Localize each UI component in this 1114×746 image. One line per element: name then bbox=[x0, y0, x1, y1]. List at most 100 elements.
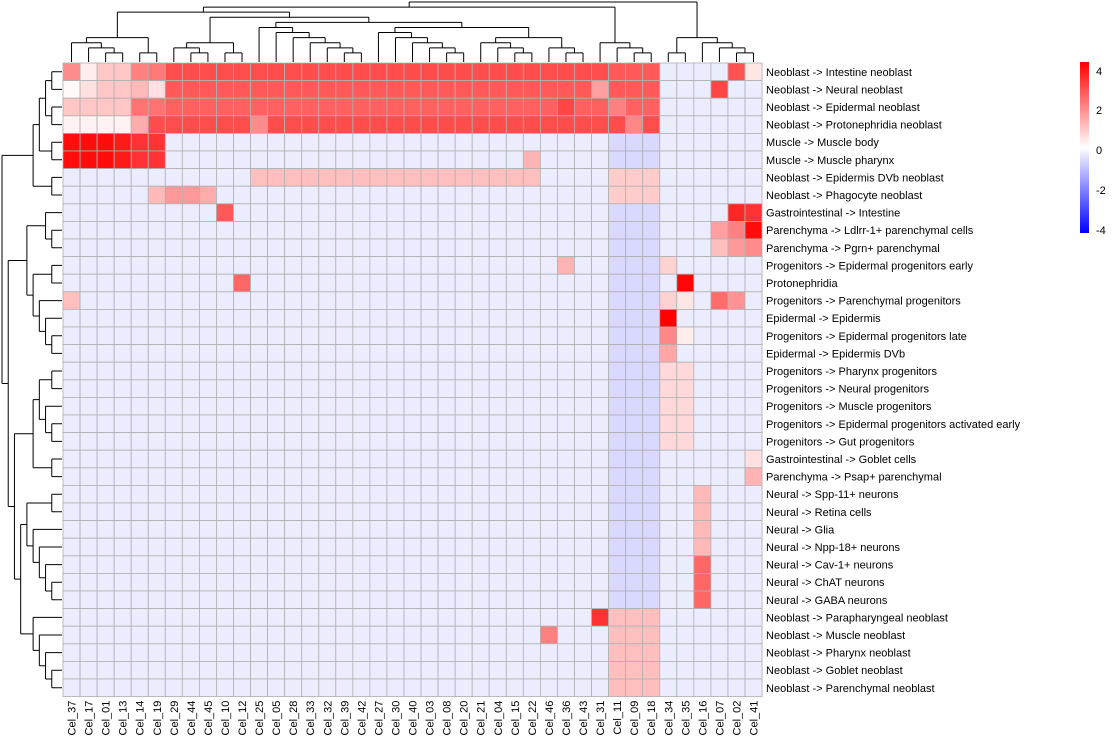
heatmap-cell bbox=[608, 643, 627, 662]
heatmap-cell bbox=[147, 502, 166, 522]
heatmap-cell bbox=[710, 643, 729, 662]
heatmap-cell bbox=[540, 115, 558, 134]
heatmap-cell bbox=[676, 414, 695, 434]
heatmap-cell bbox=[335, 256, 354, 275]
heatmap-cell bbox=[693, 484, 712, 504]
heatmap-cell bbox=[744, 326, 763, 346]
heatmap-cell bbox=[454, 396, 473, 416]
heatmap-cell bbox=[130, 344, 149, 363]
heatmap-cell bbox=[557, 643, 575, 662]
heatmap-cell bbox=[335, 308, 354, 328]
heatmap-cell bbox=[522, 661, 541, 680]
heatmap-cell bbox=[744, 344, 763, 363]
heatmap-cell bbox=[659, 308, 678, 328]
heatmap-cell bbox=[625, 168, 644, 187]
heatmap-cell bbox=[557, 132, 575, 152]
heatmap-cell bbox=[164, 80, 183, 99]
heatmap-cell bbox=[301, 590, 320, 610]
heatmap-cell bbox=[540, 643, 558, 662]
heatmap-cell bbox=[727, 379, 746, 398]
color-legend: 420-2-4 bbox=[1080, 62, 1106, 237]
heatmap-cell bbox=[96, 449, 115, 469]
heatmap-cell bbox=[676, 555, 695, 574]
heatmap-cell bbox=[642, 185, 661, 205]
heatmap-cell bbox=[488, 344, 507, 363]
heatmap-cell bbox=[113, 502, 132, 522]
heatmap-cell bbox=[676, 520, 695, 539]
heatmap-cell bbox=[420, 608, 439, 627]
heatmap-cell bbox=[676, 643, 695, 662]
row-label: Neoblast -> Parapharyngeal neoblast bbox=[766, 612, 948, 624]
heatmap-cell bbox=[744, 555, 763, 574]
heatmap-cell bbox=[130, 256, 149, 275]
heatmap-cell bbox=[642, 238, 661, 258]
heatmap-cell bbox=[676, 467, 695, 486]
heatmap-cell bbox=[488, 80, 507, 99]
heatmap-cell bbox=[488, 643, 507, 662]
heatmap-cell bbox=[301, 273, 320, 293]
heatmap-cell bbox=[710, 97, 729, 117]
heatmap-cell bbox=[676, 238, 695, 258]
heatmap-cell bbox=[625, 661, 644, 680]
heatmap-cell bbox=[267, 132, 286, 152]
heatmap-cell bbox=[625, 467, 644, 486]
heatmap-cell bbox=[216, 643, 234, 662]
heatmap-cell bbox=[130, 467, 149, 486]
heatmap-cell bbox=[147, 308, 166, 328]
heatmap-cell bbox=[250, 449, 269, 469]
heatmap-cell bbox=[216, 414, 234, 434]
heatmap-cell bbox=[693, 308, 712, 328]
heatmap-cell bbox=[369, 625, 388, 645]
row-label: Neoblast -> Phagocyte neoblast bbox=[766, 190, 922, 202]
heatmap-cell bbox=[79, 414, 98, 434]
heatmap-cell bbox=[727, 97, 746, 117]
heatmap-cell bbox=[488, 414, 507, 434]
heatmap-cell bbox=[608, 449, 627, 469]
heatmap-cell bbox=[557, 344, 575, 363]
heatmap-cell bbox=[79, 678, 98, 698]
heatmap-cell bbox=[318, 484, 337, 504]
heatmap-cell bbox=[113, 238, 132, 258]
heatmap-cell bbox=[454, 80, 473, 99]
heatmap-cell bbox=[403, 449, 422, 469]
heatmap-cell bbox=[454, 308, 473, 328]
heatmap-cell bbox=[420, 291, 439, 310]
heatmap-cell bbox=[250, 220, 269, 240]
heatmap-cell bbox=[420, 238, 439, 258]
heatmap-cell bbox=[216, 80, 234, 99]
heatmap-cell bbox=[488, 449, 507, 469]
heatmap-cell bbox=[267, 537, 286, 557]
heatmap-cell bbox=[557, 326, 575, 346]
heatmap-cell bbox=[437, 467, 456, 486]
heatmap-cell bbox=[181, 608, 200, 627]
heatmap-cell bbox=[130, 238, 149, 258]
heatmap-cell bbox=[403, 273, 422, 293]
heatmap-cell bbox=[540, 62, 558, 82]
heatmap-cell bbox=[574, 590, 592, 610]
heatmap-cell bbox=[540, 256, 558, 275]
heatmap-cell bbox=[284, 185, 303, 205]
heatmap-cell bbox=[147, 97, 166, 117]
heatmap-cell bbox=[130, 396, 149, 416]
heatmap-cell bbox=[233, 432, 251, 451]
heatmap-cell bbox=[505, 608, 524, 627]
heatmap-cell bbox=[403, 97, 422, 117]
heatmap-cell bbox=[181, 291, 200, 310]
heatmap-cell bbox=[352, 326, 371, 346]
heatmap-cell bbox=[676, 62, 695, 82]
heatmap-cell bbox=[250, 238, 269, 258]
heatmap-cell bbox=[181, 432, 200, 451]
heatmap-cell bbox=[369, 361, 388, 381]
heatmap-cell bbox=[471, 661, 490, 680]
heatmap-cell bbox=[505, 432, 524, 451]
heatmap-cell bbox=[386, 80, 405, 99]
heatmap-cell bbox=[113, 150, 132, 170]
heatmap-cell bbox=[301, 520, 320, 539]
heatmap-cell bbox=[318, 379, 337, 398]
heatmap-cell bbox=[284, 625, 303, 645]
heatmap-cell bbox=[113, 203, 132, 222]
heatmap-cell bbox=[437, 62, 456, 82]
heatmap-cell bbox=[471, 256, 490, 275]
heatmap-cell bbox=[216, 62, 234, 82]
heatmap-cell bbox=[335, 396, 354, 416]
